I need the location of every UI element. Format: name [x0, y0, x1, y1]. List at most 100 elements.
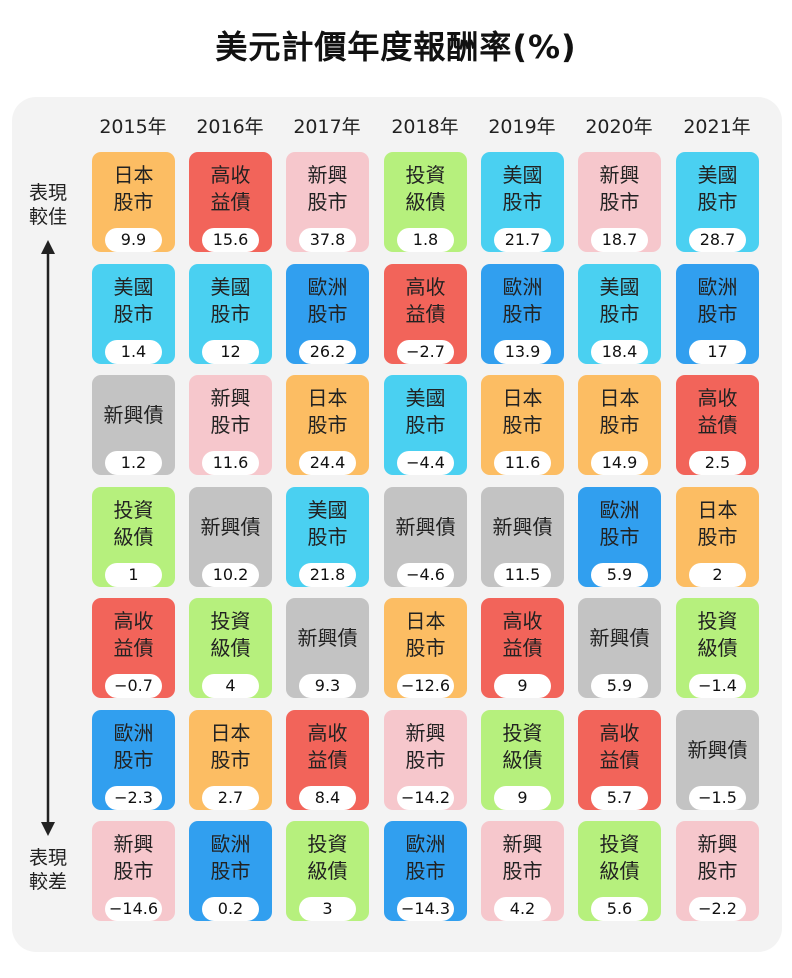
asset-cell-hy: 高收 益債 5.7: [578, 710, 661, 810]
asset-cell-emd: 新興債 9.3: [286, 598, 369, 698]
asset-cell-em: 新興 股市 −14.6: [92, 821, 175, 921]
asset-cell-japan: 日本 股市 2: [676, 487, 759, 587]
return-value: 9: [494, 786, 551, 810]
asset-cell-us: 美國 股市 28.7: [676, 152, 759, 252]
return-value: −14.2: [397, 786, 454, 810]
asset-cell-em: 新興 股市 18.7: [578, 152, 661, 252]
return-value: 5.7: [591, 786, 648, 810]
asset-name: 投資 級債: [599, 832, 640, 883]
asset-name: 美國 股市: [307, 498, 348, 549]
asset-cell-eu: 歐洲 股市 26.2: [286, 264, 369, 364]
return-value: 2: [689, 563, 746, 587]
return-value: 2.5: [689, 451, 746, 475]
asset-cell-japan: 日本 股市 2.7: [189, 710, 272, 810]
asset-cell-emd: 新興債 11.5: [481, 487, 564, 587]
return-value: 0.2: [202, 897, 259, 921]
return-value: −4.4: [397, 451, 454, 475]
asset-name: 高收 益債: [113, 609, 154, 660]
asset-name: 新興 股市: [502, 832, 543, 883]
asset-cell-hy: 高收 益債 15.6: [189, 152, 272, 252]
asset-cell-emd: 新興債 10.2: [189, 487, 272, 587]
asset-cell-eu: 歐洲 股市 17: [676, 264, 759, 364]
asset-name: 新興債: [297, 626, 358, 650]
return-value: 21.7: [494, 228, 551, 252]
return-value: 11.6: [494, 451, 551, 475]
return-value: 4: [202, 674, 259, 698]
asset-name: 新興債: [103, 403, 164, 427]
return-value: 1.8: [397, 228, 454, 252]
better-label: 表現 較佳: [28, 182, 67, 228]
return-value: 3: [299, 897, 356, 921]
asset-name: 日本 股市: [307, 386, 348, 437]
return-value: 28.7: [689, 228, 746, 252]
asset-cell-eu: 歐洲 股市 −2.3: [92, 710, 175, 810]
asset-cell-em: 新興 股市 37.8: [286, 152, 369, 252]
return-value: 9: [494, 674, 551, 698]
year-label: 2017年: [293, 116, 361, 138]
year-label: 2021年: [683, 116, 751, 138]
return-value: 14.9: [591, 451, 648, 475]
asset-name: 歐洲 股市: [697, 275, 738, 326]
asset-name: 日本 股市: [502, 386, 543, 437]
asset-cell-em: 新興 股市 11.6: [189, 375, 272, 475]
return-value: 17: [689, 340, 746, 364]
asset-cell-ig: 投資 級債 1.8: [384, 152, 467, 252]
asset-name: 歐洲 股市: [113, 721, 154, 772]
return-value: −1.4: [689, 674, 746, 698]
asset-name: 美國 股市: [113, 275, 154, 326]
return-value: 11.5: [494, 563, 551, 587]
year-label: 2016年: [196, 116, 264, 138]
asset-name: 高收 益債: [307, 721, 348, 772]
asset-name: 新興 股市: [599, 163, 640, 214]
asset-name: 高收 益債: [697, 386, 738, 437]
asset-name: 新興債: [200, 515, 261, 539]
arrow-head-up: [41, 240, 55, 254]
chart-title: 美元計價年度報酬率(%): [215, 28, 577, 66]
asset-cell-em: 新興 股市 −14.2: [384, 710, 467, 810]
asset-name: 高收 益債: [502, 609, 543, 660]
asset-cell-us: 美國 股市 1.4: [92, 264, 175, 364]
asset-cell-japan: 日本 股市 9.9: [92, 152, 175, 252]
asset-cell-eu: 歐洲 股市 0.2: [189, 821, 272, 921]
asset-name: 美國 股市: [502, 163, 543, 214]
worse-label: 表現 較差: [28, 847, 67, 893]
asset-name: 新興債: [395, 515, 456, 539]
asset-cell-us: 美國 股市 18.4: [578, 264, 661, 364]
asset-cell-emd: 新興債 −4.6: [384, 487, 467, 587]
asset-name: 高收 益債: [599, 721, 640, 772]
asset-cell-eu: 歐洲 股市 13.9: [481, 264, 564, 364]
asset-name: 高收 益債: [210, 163, 251, 214]
return-value: −1.5: [689, 786, 746, 810]
asset-name: 歐洲 股市: [599, 498, 640, 549]
asset-cell-us: 美國 股市 21.8: [286, 487, 369, 587]
asset-cell-japan: 日本 股市 −12.6: [384, 598, 467, 698]
asset-name: 新興 股市: [210, 386, 251, 437]
asset-cell-em: 新興 股市 4.2: [481, 821, 564, 921]
return-value: 11.6: [202, 451, 259, 475]
asset-cell-emd: 新興債 1.2: [92, 375, 175, 475]
asset-cell-us: 美國 股市 21.7: [481, 152, 564, 252]
asset-name: 投資 級債: [113, 498, 154, 549]
return-value: 8.4: [299, 786, 356, 810]
return-value: 9.3: [299, 674, 356, 698]
asset-cell-ig: 投資 級債 3: [286, 821, 369, 921]
return-value: −2.3: [105, 786, 162, 810]
asset-name: 歐洲 股市: [405, 832, 446, 883]
asset-cell-ig: 投資 級債 9: [481, 710, 564, 810]
asset-name: 歐洲 股市: [307, 275, 348, 326]
return-value: 5.6: [591, 897, 648, 921]
return-value: 13.9: [494, 340, 551, 364]
return-value: 24.4: [299, 451, 356, 475]
asset-name: 美國 股市: [405, 386, 446, 437]
year-label: 2020年: [585, 116, 653, 138]
asset-name: 日本 股市: [113, 163, 154, 214]
asset-cell-japan: 日本 股市 14.9: [578, 375, 661, 475]
asset-name: 投資 級債: [697, 609, 738, 660]
return-value: 5.9: [591, 563, 648, 587]
asset-name: 高收 益債: [405, 275, 446, 326]
asset-name: 歐洲 股市: [502, 275, 543, 326]
asset-cell-us: 美國 股市 12: [189, 264, 272, 364]
asset-name: 日本 股市: [210, 721, 251, 772]
asset-cell-japan: 日本 股市 24.4: [286, 375, 369, 475]
asset-cell-em: 新興 股市 −2.2: [676, 821, 759, 921]
